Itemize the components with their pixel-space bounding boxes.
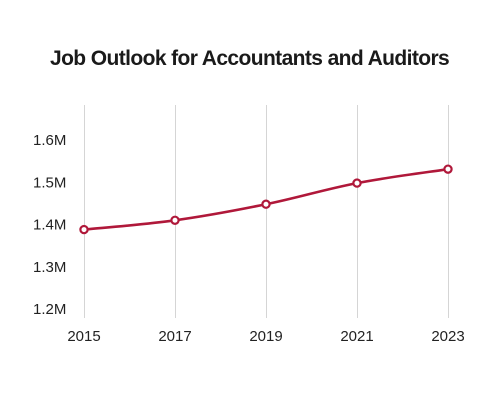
data-point-2017	[170, 215, 180, 225]
y-tick-label: 1.3M	[33, 259, 66, 276]
x-tick-label: 2019	[249, 328, 282, 345]
x-tick-label: 2021	[340, 328, 373, 345]
y-tick-label: 1.4M	[33, 217, 66, 234]
x-tick-label: 2017	[158, 328, 191, 345]
y-tick-label: 1.6M	[33, 132, 66, 149]
x-tick-label: 2023	[431, 328, 464, 345]
x-axis-tick-labels: 2015 2017 2019 2021 2023	[67, 328, 464, 345]
chart-title: Job Outlook for Accountants and Auditors	[50, 47, 450, 70]
data-point-2019	[261, 199, 271, 209]
y-axis-tick-labels: 1.2M 1.3M 1.4M 1.5M 1.6M	[33, 132, 66, 318]
y-tick-label: 1.2M	[33, 301, 66, 318]
y-tick-label: 1.5M	[33, 174, 66, 191]
grid-lines	[84, 105, 449, 318]
x-tick-label: 2015	[67, 328, 100, 345]
data-point-2015	[79, 224, 89, 235]
data-point-2023	[443, 164, 453, 174]
data-point-2021	[352, 178, 362, 188]
series-layer	[79, 164, 453, 235]
